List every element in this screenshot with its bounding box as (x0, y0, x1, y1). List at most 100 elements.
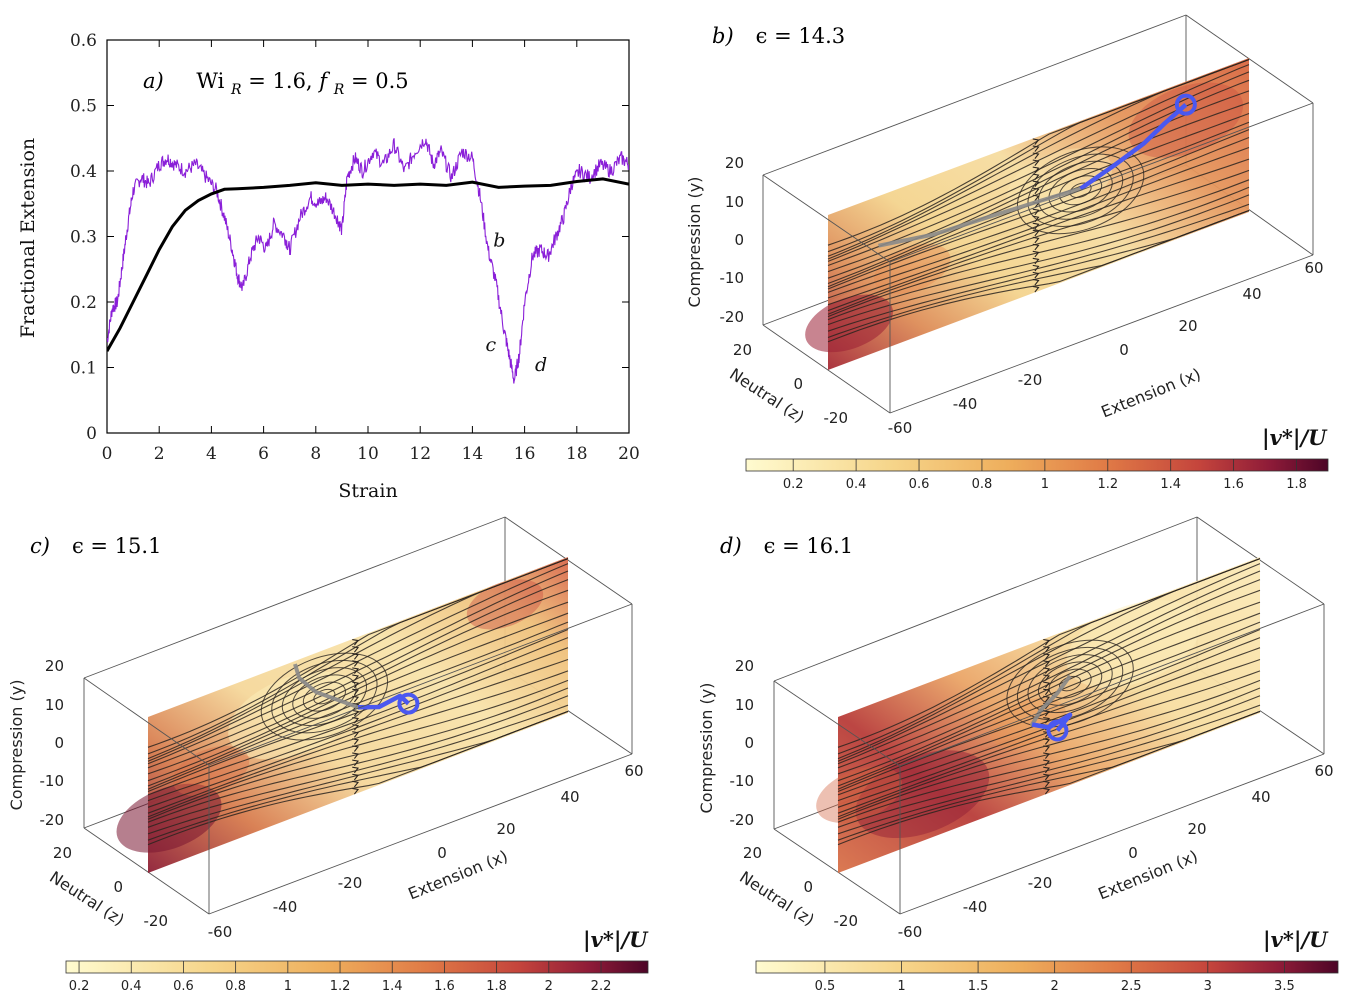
streamline-arrow (1043, 759, 1050, 767)
colorbar-label: |v*|/U (1262, 425, 1328, 450)
y-tick-label: 0 (86, 424, 97, 444)
streamline-arrow (352, 780, 359, 788)
colorbar-tick-label: 2 (1051, 979, 1059, 994)
streamline-arrow (352, 724, 359, 731)
streamline (837, 679, 1261, 818)
streamline (837, 704, 1261, 828)
streamline (147, 710, 569, 846)
streamline-arrow (1043, 638, 1050, 646)
x-tick-label: -60 (888, 419, 913, 437)
streamline (837, 710, 1261, 846)
colorbar-tick-label: 0.2 (783, 477, 804, 492)
annotation-d: d (535, 354, 547, 376)
colorbar-tick-label: 1.2 (1097, 477, 1118, 492)
x-tick-label: 0 (1128, 844, 1138, 862)
streamline (147, 647, 569, 802)
streamline (837, 563, 1261, 762)
streamline (827, 179, 1250, 315)
panel-a-title-f: f (317, 69, 330, 93)
series-single-trajectory (107, 138, 629, 384)
streamline-arrow (1032, 250, 1040, 258)
colorbar-tick-label: 3 (1204, 979, 1212, 994)
x-tick-label: 16 (514, 444, 536, 464)
y-axis-label: Compression (y) (7, 680, 26, 811)
box-edge-front (889, 102, 1314, 263)
box-edge-front (773, 680, 901, 767)
colorbar (745, 458, 1329, 472)
panel-a-title-wi: Wi (196, 69, 224, 93)
panel-title-label: d) (720, 534, 742, 558)
streamline (147, 558, 569, 760)
panel-title: d) ϵ = 16.1 (720, 534, 853, 558)
colorbar-tick-label: 1.6 (1223, 477, 1244, 492)
streamline-arrow (1032, 145, 1040, 152)
x-tick-label: -60 (208, 923, 233, 941)
z-axis-label: Neutral (z) (726, 364, 808, 426)
streamlines (147, 558, 569, 846)
streamline (837, 612, 1261, 787)
colorbar-label: |v*|/U (583, 927, 649, 952)
panel-title-strain: ϵ = 15.1 (72, 534, 161, 558)
x-tick-label: 40 (1251, 788, 1270, 806)
y-tick-label: 0.6 (70, 31, 97, 51)
y-tick-label: -10 (730, 772, 755, 790)
streamline-arrow (1032, 152, 1040, 159)
x-axis-label: Extension (x) (1095, 846, 1200, 903)
vortex-streamline (292, 674, 357, 719)
streamline-arrow (1032, 173, 1040, 181)
x-tick-label: 40 (560, 788, 579, 806)
x-axis-label: Extension (x) (405, 846, 510, 903)
z-tick-label: -20 (834, 912, 859, 930)
vortex-streamline (1016, 646, 1124, 721)
colorbar-tick-label: 0.4 (121, 979, 142, 994)
box-edge-front (889, 254, 1314, 414)
streamline-arrow (1032, 229, 1040, 237)
colorbar-tick-label: 0.2 (69, 979, 90, 994)
x-tick-label: 60 (1314, 762, 1333, 780)
streamline (147, 563, 569, 762)
streamline-arrow (1032, 278, 1040, 286)
panel-c-3d-flow-field: -60 -40 -20 0 20 40 60 20 10 0 -10 -20 20 0 -20 Extensi… (7, 516, 649, 994)
polymer-coil (1174, 93, 1197, 116)
panel-d-3d-flow-field: -60 -40 -20 0 20 40 60 20 10 0 -10 -20 20 0 -20 Extensi… (697, 516, 1339, 994)
vortex-streamline (271, 659, 378, 734)
y-axis-label: Compression (y) (685, 177, 704, 308)
streamline-arrow (352, 745, 359, 752)
x-tick-label: 20 (1187, 820, 1206, 838)
colorbar-tick-label: 1.5 (968, 979, 989, 994)
z-tick-label: -20 (144, 912, 169, 930)
streamline (827, 129, 1250, 290)
box-edge-front (762, 174, 891, 263)
colorbar-tick-label: 2.5 (1121, 979, 1142, 994)
streamline (147, 601, 569, 782)
streamline-arrow (1043, 780, 1050, 788)
streamline (837, 570, 1261, 765)
streamline-arrow (352, 667, 359, 674)
streamline (827, 146, 1250, 299)
streamline-arrow (1032, 257, 1040, 265)
box-edge-front (83, 677, 210, 766)
x-tick-label: 60 (624, 762, 643, 780)
x-axis-label: Extension (x) (1098, 364, 1203, 421)
heatmap-region (1128, 82, 1244, 158)
box-edge-back (762, 14, 1187, 176)
y-tick-label: 0.5 (70, 97, 97, 117)
x-tick-label: 20 (496, 820, 515, 838)
z-axis-label: Neutral (z) (46, 867, 128, 929)
y-tick-label: 20 (735, 657, 754, 675)
colorbar-tick-label: 2.2 (591, 979, 612, 994)
streamline-arrow (1043, 667, 1050, 674)
y-tick-label: 0.3 (70, 228, 97, 248)
polymer-coil (397, 692, 420, 715)
annotation-b: b (493, 229, 505, 251)
x-tick-label: -20 (1028, 874, 1053, 892)
streamline-arrow (352, 709, 359, 717)
box-edge-back (762, 324, 891, 414)
colorbar-tick-label: 1.6 (434, 979, 455, 994)
streamline (837, 670, 1261, 814)
box-edge-front (899, 753, 1325, 915)
streamline-arrow (1043, 660, 1050, 667)
streamline (827, 203, 1250, 326)
x-tick-label: 12 (409, 444, 431, 464)
box-edge-front (899, 603, 1325, 767)
